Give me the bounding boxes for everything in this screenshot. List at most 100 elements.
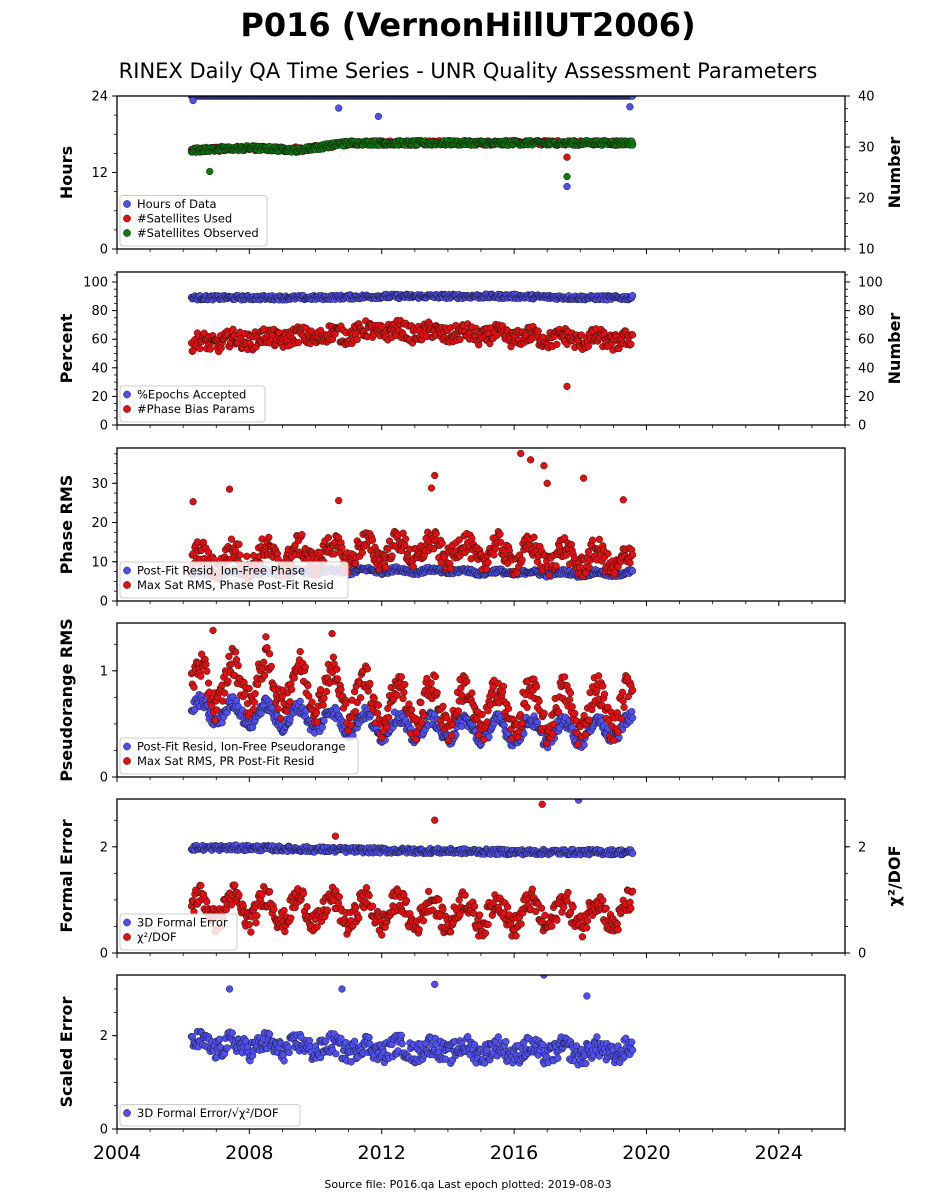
outlier-point — [225, 485, 234, 493]
y-right-tick-label: 40 — [858, 361, 875, 376]
data-point — [351, 707, 360, 716]
data-point — [463, 677, 471, 686]
data-point — [374, 701, 383, 709]
data-point — [499, 682, 508, 691]
y-right-tick-label: 20 — [858, 192, 875, 207]
legend-label: Max Sat RMS, Phase Post-Fit Resid — [137, 578, 334, 592]
y-axis-label: Pseudorange RMS — [57, 618, 76, 781]
data-point — [312, 709, 321, 717]
data-point — [419, 711, 428, 719]
y-tick-label: 0 — [100, 771, 108, 786]
data-point — [220, 689, 229, 697]
y-tick-label: 1 — [100, 664, 108, 679]
data-point — [617, 714, 626, 723]
outlier-point — [526, 456, 535, 464]
data-point — [225, 652, 233, 661]
data-point — [628, 708, 636, 716]
outlier-point — [189, 96, 197, 105]
legend-label: #Phase Bias Params — [137, 402, 255, 416]
data-point — [356, 694, 365, 702]
legend-label: #Satellites Observed — [137, 226, 259, 240]
y-axis-label: Percent — [57, 313, 76, 383]
data-point — [518, 556, 526, 564]
data-point — [378, 734, 386, 742]
outlier-point — [517, 449, 525, 458]
legend: Post-Fit Resid, Ion-Free PseudorangeMax … — [119, 737, 359, 775]
outlier-point — [335, 496, 343, 505]
data-point — [224, 677, 232, 685]
data-point — [412, 735, 420, 744]
data-point — [588, 536, 597, 544]
data-point — [204, 679, 213, 687]
legend: Hours of Data#Satellites Used#Satellites… — [119, 195, 268, 247]
data-point — [277, 714, 285, 723]
y-tick-label: 40 — [91, 361, 108, 376]
data-point — [249, 705, 258, 714]
data-point — [535, 697, 543, 705]
data-point — [577, 331, 586, 339]
data-point — [301, 663, 309, 671]
outlier-point — [579, 474, 588, 482]
data-point — [288, 685, 296, 694]
data-point — [286, 698, 294, 706]
y-tick-label: 0 — [100, 419, 108, 434]
data-point — [384, 545, 392, 553]
data-point — [197, 672, 205, 680]
data-point — [562, 551, 570, 559]
data-point — [431, 672, 440, 681]
y-tick-label: 10 — [91, 555, 108, 570]
data-point — [265, 533, 273, 542]
data-point — [496, 530, 504, 538]
data-point — [245, 684, 253, 693]
data-point — [388, 552, 396, 560]
data-point — [251, 690, 259, 698]
outlier-point — [262, 633, 270, 641]
data-point — [333, 665, 341, 673]
data-point — [219, 697, 227, 705]
data-point — [298, 531, 306, 539]
data-point — [618, 688, 627, 696]
data-point — [448, 720, 457, 729]
data-point — [604, 550, 612, 558]
data-point — [628, 551, 637, 559]
data-point — [582, 731, 590, 739]
data-point — [626, 559, 634, 567]
data-point — [571, 709, 579, 718]
data-point — [211, 716, 219, 724]
outlier-point — [431, 471, 439, 480]
legend-marker — [123, 566, 131, 575]
data-point — [337, 685, 345, 694]
data-point — [373, 709, 382, 717]
outlier-point — [563, 182, 571, 191]
data-point — [401, 535, 410, 543]
outlier-point — [209, 626, 217, 635]
data-point — [447, 731, 456, 740]
data-point — [308, 698, 316, 706]
data-point — [236, 551, 244, 559]
data-point — [399, 694, 407, 703]
data-point — [318, 723, 326, 731]
data-point — [454, 707, 462, 715]
data-point — [566, 695, 574, 704]
data-point — [490, 551, 498, 559]
data-point — [585, 563, 593, 572]
data-point — [560, 673, 569, 681]
outlier-point — [189, 498, 197, 506]
legend-marker — [123, 757, 131, 765]
data-point — [417, 698, 425, 707]
data-point — [257, 709, 265, 718]
legend-marker — [123, 742, 131, 751]
data-point — [265, 650, 274, 658]
y-tick-label: 0 — [100, 243, 108, 258]
data-point — [480, 735, 488, 744]
y-right-tick-label: 20 — [858, 390, 875, 405]
data-point — [585, 716, 593, 724]
data-point — [366, 679, 374, 688]
data-point — [549, 720, 558, 728]
